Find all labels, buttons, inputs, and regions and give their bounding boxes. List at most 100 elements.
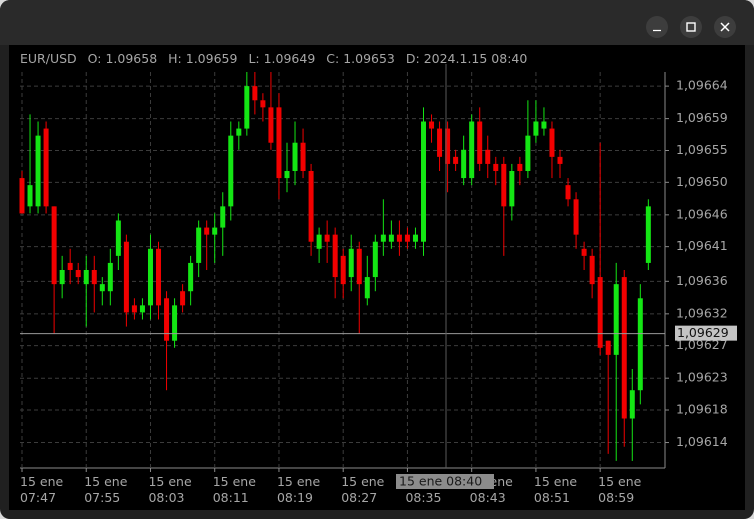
candle-body [404,234,410,242]
minimize-button[interactable] [646,16,668,38]
candle-body [19,178,25,214]
header-item: L: 1.09649 [248,51,315,66]
candle-body [589,255,595,285]
x-tick-label: 15 ene 08:03 [148,474,191,505]
crosshair-time-label: 15 ene 08:40 [399,474,482,489]
y-tick-label: 1,09636 [676,273,728,288]
candle-body [156,248,162,306]
candle-body [284,171,290,179]
candle-body [139,305,145,313]
candle-body [412,234,418,242]
candle-body [35,135,41,207]
x-tick-date: 15 ene [84,474,127,489]
candle-body [123,241,129,313]
candle-body [27,185,33,207]
candle-body [131,305,137,313]
chart: EUR/USD O: 1.09658 H: 1.09659 L: 1.09649 C: … [9,45,745,510]
x-tick-label: 15 ene 08:59 [598,474,641,505]
candle-body [292,142,298,171]
y-tick-label: 1,09664 [676,78,728,93]
close-button[interactable] [714,16,736,38]
ohlc-header: EUR/USD O: 1.09658 H: 1.09659 L: 1.09649 C: … [20,51,527,66]
candle-body [517,163,523,171]
candle-body [445,128,451,164]
x-tick-time: 08:11 [213,490,249,505]
candle-body [332,234,338,278]
candle-body [637,298,643,391]
candle-body [461,149,467,179]
y-tick-label: 1,09659 [676,110,728,125]
candle-body [236,128,242,136]
candle-body [493,163,499,171]
close-icon [720,22,730,32]
candle-body [244,86,250,129]
x-tick-label: 15 ene 08:27 [341,474,384,505]
y-tick-label: 1,09655 [676,142,728,157]
candle-body [99,284,105,292]
y-tick-label: 1,09623 [676,370,728,385]
candle-body [356,248,362,285]
candle-body [260,100,266,108]
x-tick-date: 15 ene [534,474,577,489]
candle-body [164,298,170,341]
candle-body [372,241,378,278]
candle-body [308,171,314,242]
candle-body [533,121,539,136]
x-tick-label: 15 ene 07:47 [20,474,63,505]
candle-body [115,220,121,256]
x-tick-time: 08:59 [598,490,634,505]
candle-body [340,255,346,285]
candle-body [268,107,274,143]
candle-body [565,185,571,200]
candle-body [220,206,226,228]
chart-background [9,45,745,510]
x-tick-date: 15 ene [277,474,320,489]
candle-body [645,206,651,263]
candle-body [43,128,49,207]
candle-body [196,227,202,263]
header-item: C: 1.09653 [326,51,395,66]
y-tick-label: 1,09632 [676,305,728,320]
candle-body [613,284,619,355]
y-tick-label: 1,09618 [676,402,728,417]
y-tick-label: 1,09646 [676,206,728,221]
x-tick-time: 08:27 [341,490,377,505]
candle-body [67,262,73,270]
candle-body [348,248,354,278]
candle-body [316,234,322,249]
candle-body [388,234,394,242]
maximize-button[interactable] [680,16,702,38]
candle-body [396,234,402,242]
x-tick-time: 07:55 [84,490,120,505]
x-tick-date: 15 ene [598,474,641,489]
x-tick-time: 08:51 [534,490,570,505]
y-tick-label: 1,09614 [676,434,728,449]
candle-body [421,121,426,242]
maximize-icon [686,22,696,32]
header-item: EUR/USD [20,51,77,66]
candle-body [437,128,443,157]
candle-body [276,107,282,179]
candle-body [364,277,370,299]
candle-body [453,156,459,164]
x-tick-date: 15 ene [341,474,384,489]
candle-body [525,135,531,171]
minimize-icon [653,29,661,32]
candle-body [91,270,97,285]
crosshair-time-box [396,474,494,489]
candle-body [469,121,475,179]
candle-body [180,291,186,306]
candle-body [83,270,89,285]
y-tick-label: 1,09650 [676,174,728,189]
x-tick-time: 07:47 [20,490,56,505]
candle-body [252,86,258,101]
x-tick-date: 15 ene [148,474,191,489]
candle-body [107,262,113,292]
crosshair-price-label: 1,09629 [677,325,729,340]
x-tick-label: 15 ene 08:19 [277,474,320,505]
x-tick-label: 15 ene 08:51 [534,474,577,505]
candle-body [75,270,81,278]
candle-body [573,199,579,235]
x-tick-time: 08:43 [470,490,506,505]
